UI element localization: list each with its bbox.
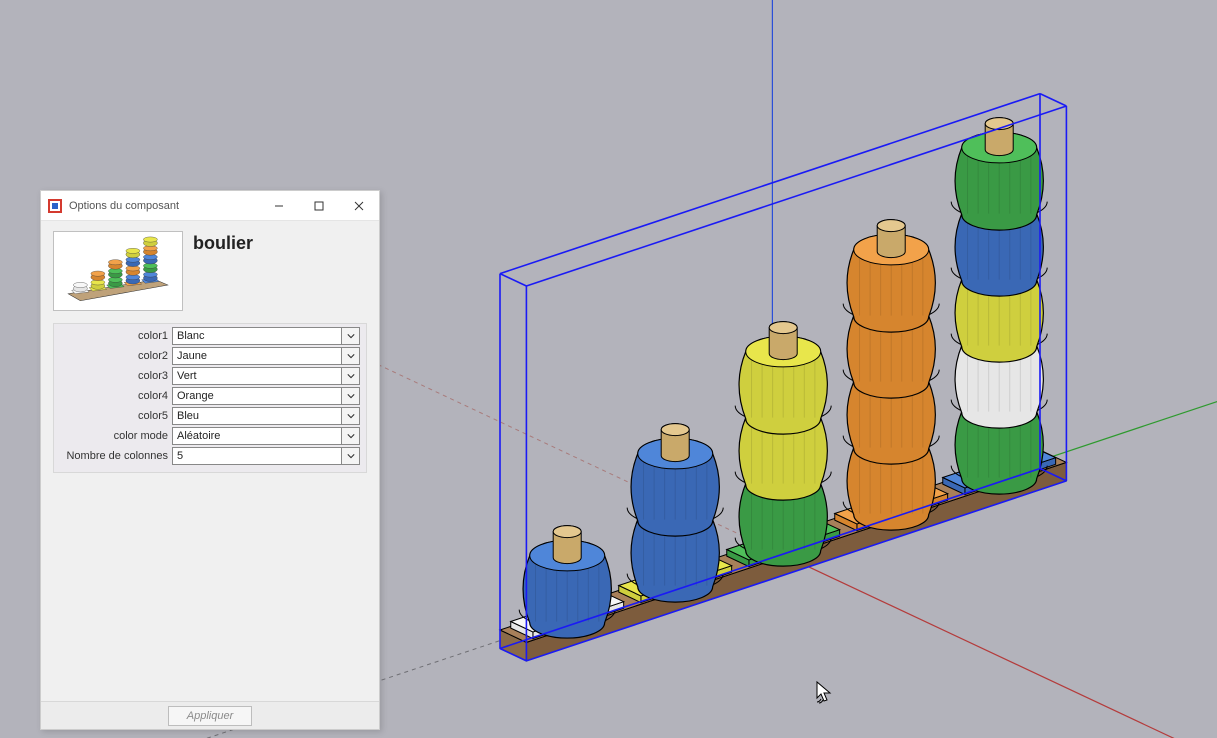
color-select[interactable]: Blanc <box>172 327 360 345</box>
component-options-dialog: Options du composant boulier color1 Blanc… <box>40 190 380 730</box>
app-icon <box>47 198 63 214</box>
dialog-title: Options du composant <box>69 200 259 212</box>
option-row-color1: color1 Blanc <box>60 326 360 346</box>
color-select[interactable]: Aléatoire <box>172 427 360 445</box>
option-value: Bleu <box>177 410 199 422</box>
option-row-color-mode: color mode Aléatoire <box>60 426 360 446</box>
option-value: Orange <box>177 390 214 402</box>
option-value: Jaune <box>177 350 207 362</box>
dialog-titlebar[interactable]: Options du composant <box>41 191 379 221</box>
close-button[interactable] <box>339 191 379 221</box>
option-value: Blanc <box>177 330 205 342</box>
chevron-down-icon <box>341 388 359 404</box>
maximize-button[interactable] <box>299 191 339 221</box>
component-name: boulier <box>193 231 253 254</box>
chevron-down-icon <box>341 328 359 344</box>
option-label: color mode <box>60 430 172 442</box>
color-select[interactable]: Bleu <box>172 407 360 425</box>
columns-input[interactable]: 5 <box>172 447 360 465</box>
apply-button[interactable]: Appliquer <box>168 706 252 726</box>
chevron-down-icon <box>341 408 359 424</box>
minimize-button[interactable] <box>259 191 299 221</box>
color-select[interactable]: Vert <box>172 367 360 385</box>
option-row-color4: color4 Orange <box>60 386 360 406</box>
option-label: color5 <box>60 410 172 422</box>
option-row-Nombre-de-colonnes: Nombre de colonnes 5 <box>60 446 360 466</box>
option-label: color2 <box>60 350 172 362</box>
chevron-down-icon <box>341 428 359 444</box>
color-select[interactable]: Orange <box>172 387 360 405</box>
option-label: color3 <box>60 370 172 382</box>
component-thumbnail <box>53 231 183 311</box>
option-row-color5: color5 Bleu <box>60 406 360 426</box>
option-value: Vert <box>177 370 197 382</box>
color-select[interactable]: Jaune <box>172 347 360 365</box>
option-label: color1 <box>60 330 172 342</box>
option-label: color4 <box>60 390 172 402</box>
option-value: 5 <box>177 450 183 462</box>
chevron-down-icon <box>341 368 359 384</box>
option-value: Aléatoire <box>177 430 220 442</box>
chevron-down-icon <box>341 448 359 464</box>
option-row-color2: color2 Jaune <box>60 346 360 366</box>
chevron-down-icon <box>341 348 359 364</box>
option-label: Nombre de colonnes <box>60 450 172 462</box>
option-row-color3: color3 Vert <box>60 366 360 386</box>
options-form: color1 Blanc color2 Jaune color3 Vert color4 Or… <box>53 323 367 473</box>
